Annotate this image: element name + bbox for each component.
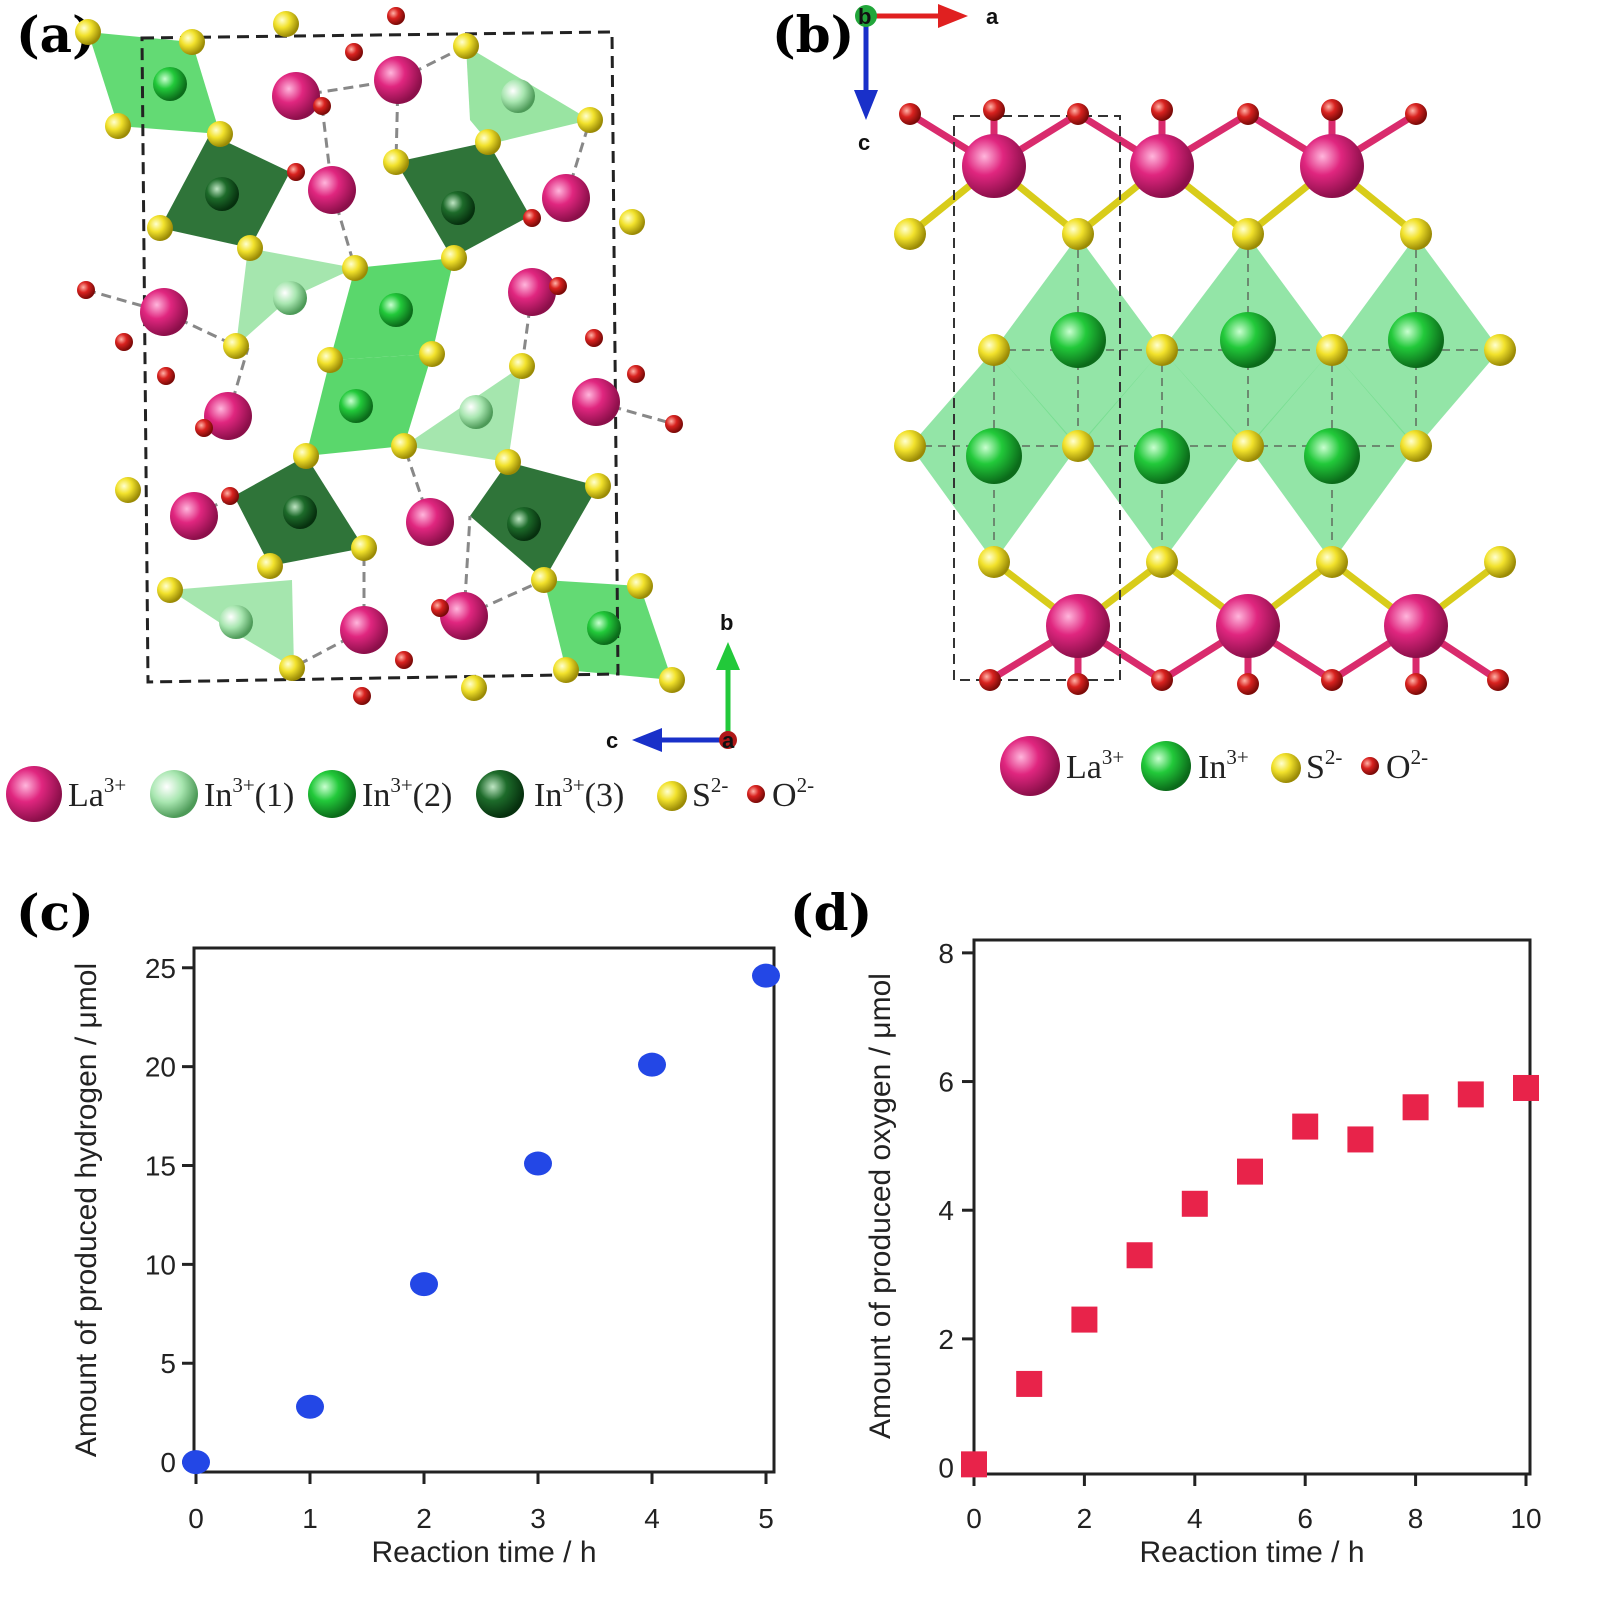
panel-label-c: (c) <box>16 883 94 942</box>
legend-a-swatch-in3 <box>476 770 524 818</box>
legend-a-in2: In3+(2) <box>362 773 452 814</box>
data-point <box>752 963 780 988</box>
crystal-structure-a <box>75 7 685 705</box>
legend-a-swatch-o <box>747 785 765 803</box>
x-tick-label: 8 <box>1408 1503 1424 1534</box>
x-tick-label: 0 <box>188 1503 204 1534</box>
y-tick-label: 6 <box>938 1067 954 1098</box>
axis-label-b: b <box>720 610 733 635</box>
data-point <box>638 1052 666 1077</box>
axis-indicator-b: b a c <box>854 4 999 155</box>
legend-a-la: La3+ <box>68 773 126 814</box>
legend-a-in1: In3+(1) <box>204 773 294 814</box>
legend-a-swatch-la <box>6 766 62 822</box>
data-point <box>1237 1158 1263 1185</box>
y-tick-label: 5 <box>160 1348 176 1379</box>
y-tick-label: 20 <box>145 1052 176 1083</box>
data-point <box>524 1151 552 1176</box>
data-point <box>1457 1081 1484 1108</box>
axis-label-c: c <box>606 728 618 753</box>
legend-b: La3+ In3+ S2- O2- <box>1000 736 1428 796</box>
panel-a: (a) <box>6 5 814 822</box>
axis-label-a: a <box>722 728 735 753</box>
axis-label-b-b: b <box>858 4 871 29</box>
data-point <box>410 1272 438 1297</box>
x-tick-label: 2 <box>416 1503 432 1534</box>
x-tick-label: 10 <box>1510 1503 1541 1534</box>
panel-label-d: (d) <box>790 883 872 942</box>
panel-d: (d) 0 2 4 6 8 10 0 2 4 6 8 Reaction time / h Amount … <box>790 883 1542 1569</box>
chart-oxygen: 0 2 4 6 8 10 0 2 4 6 8 Reaction time / h Amount of p… <box>864 938 1542 1569</box>
x-tick-label: 4 <box>1187 1503 1203 1534</box>
data-point <box>1513 1074 1539 1101</box>
y-axis-label: Amount of produced hydrogen / μmol <box>70 963 103 1457</box>
data-point <box>1292 1113 1319 1140</box>
x-tick-label: 1 <box>302 1503 318 1534</box>
data-point <box>1071 1306 1098 1333</box>
chart-hydrogen: 0 1 2 3 4 5 0 5 10 15 20 25 Reaction time / h Amount … <box>70 946 780 1569</box>
plot-frame <box>972 938 1532 1476</box>
legend-a: La3+ In3+(1) In3+(2) In3+(3) S2- O2- <box>6 766 814 822</box>
y-tick-label: 4 <box>938 1195 954 1226</box>
legend-a-o: O2- <box>772 773 814 814</box>
data-point <box>296 1394 324 1419</box>
data-point <box>1347 1126 1374 1153</box>
axis-label-b-a: a <box>986 4 999 29</box>
legend-b-la: La3+ <box>1066 745 1124 786</box>
axis-indicator-a: b c a <box>606 610 740 753</box>
y-axis-label: Amount of produced oxygen / μmol <box>864 973 897 1439</box>
plot-frame <box>192 946 776 1474</box>
data-point <box>1016 1370 1043 1397</box>
x-axis-label: Reaction time / h <box>1139 1536 1364 1569</box>
legend-b-swatch-o <box>1361 757 1379 775</box>
x-tick-label: 0 <box>966 1503 982 1534</box>
panel-label-b: (b) <box>772 5 854 64</box>
legend-a-s: S2- <box>692 773 728 814</box>
data-point <box>1126 1242 1153 1269</box>
legend-a-swatch-in1 <box>150 770 198 818</box>
y-tick-label: 0 <box>160 1447 176 1478</box>
y-tick-label: 25 <box>145 953 176 984</box>
legend-a-in3: In3+(3) <box>534 773 624 814</box>
x-tick-label: 3 <box>530 1503 546 1534</box>
data-point <box>182 1450 210 1475</box>
y-tick-label: 0 <box>938 1453 954 1484</box>
y-tick-label: 2 <box>938 1324 954 1355</box>
legend-a-swatch-in2 <box>308 770 356 818</box>
y-tick-label: 15 <box>145 1151 176 1182</box>
legend-b-swatch-s <box>1271 753 1301 783</box>
legend-b-swatch-in <box>1141 741 1191 791</box>
x-tick-label: 6 <box>1297 1503 1313 1534</box>
legend-a-swatch-s <box>657 781 687 811</box>
y-tick-label: 8 <box>938 938 954 969</box>
axis-label-b-c: c <box>858 130 870 155</box>
data-point <box>1402 1094 1429 1121</box>
legend-b-s: S2- <box>1306 745 1342 786</box>
panel-c: (c) 0 1 2 3 4 5 0 5 10 15 20 25 Reaction time / h Amo… <box>16 883 780 1569</box>
x-tick-label: 5 <box>758 1503 774 1534</box>
legend-b-swatch-la <box>1000 736 1060 796</box>
x-axis-label: Reaction time / h <box>371 1536 596 1569</box>
data-point <box>1181 1190 1208 1217</box>
data-point <box>961 1451 987 1478</box>
panel-b: (b) b a c <box>772 4 1516 796</box>
x-tick-label: 4 <box>644 1503 660 1534</box>
crystal-structure-b <box>894 99 1516 695</box>
legend-b-in: In3+ <box>1198 745 1249 786</box>
y-tick-label: 10 <box>145 1249 176 1280</box>
x-tick-label: 2 <box>1077 1503 1093 1534</box>
legend-b-o: O2- <box>1386 745 1428 786</box>
